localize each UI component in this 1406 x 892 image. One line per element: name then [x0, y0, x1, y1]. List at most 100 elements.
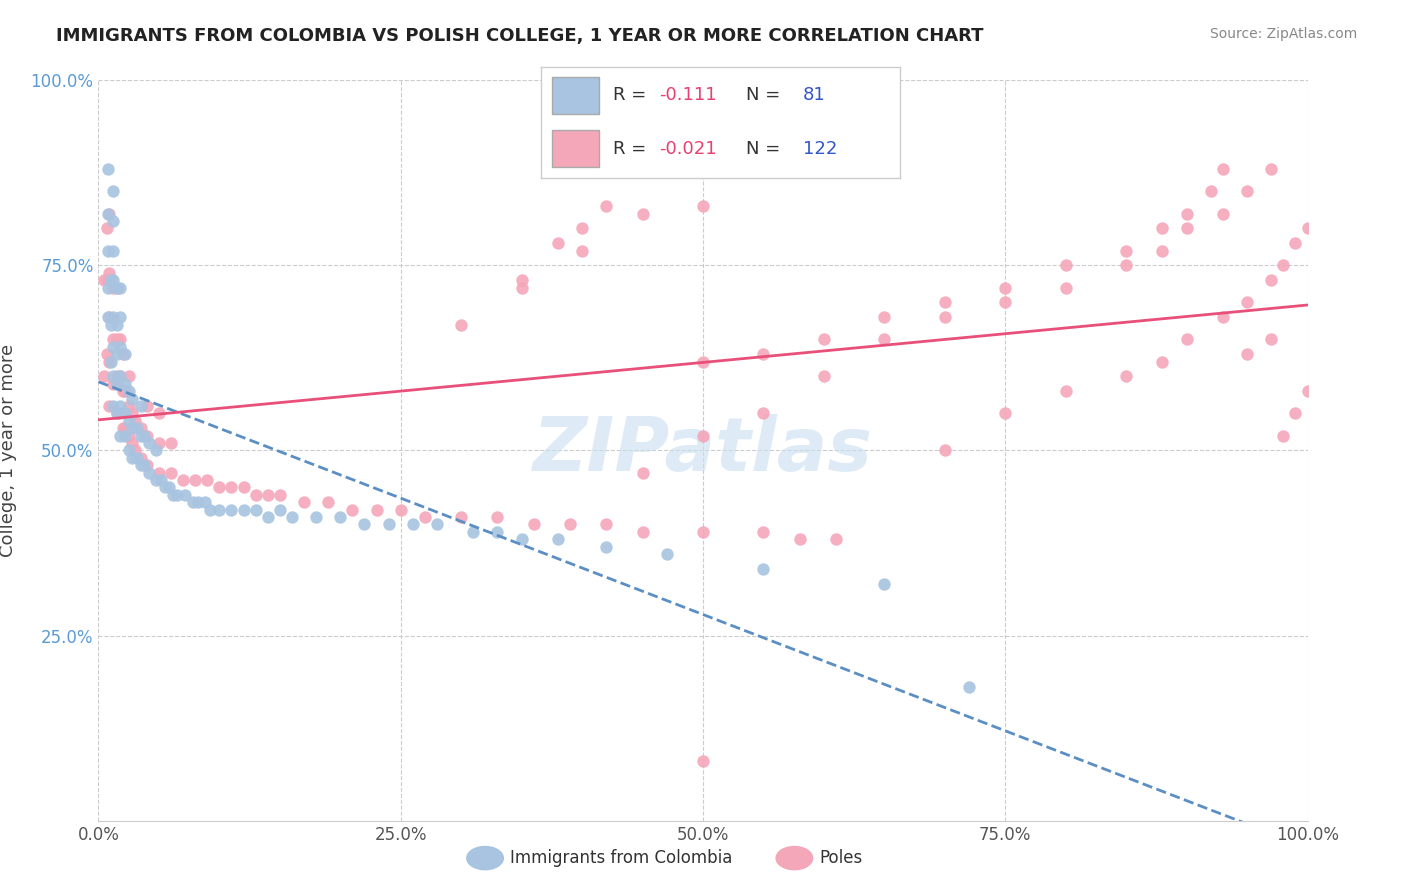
- Point: [256, 488, 278, 502]
- Point: [124, 414, 146, 428]
- Point: [221, 480, 243, 494]
- Point: [157, 480, 180, 494]
- Point: [162, 488, 184, 502]
- Point: [342, 502, 364, 516]
- Point: [118, 428, 141, 442]
- Point: [129, 450, 152, 465]
- Circle shape: [776, 847, 813, 870]
- Point: [873, 576, 896, 591]
- Point: [108, 280, 131, 294]
- Point: [1284, 407, 1306, 421]
- Point: [221, 502, 243, 516]
- Point: [101, 332, 124, 346]
- Point: [111, 421, 134, 435]
- Point: [692, 199, 714, 213]
- Point: [752, 407, 775, 421]
- Text: Poles: Poles: [820, 849, 863, 867]
- Point: [1272, 259, 1295, 273]
- Point: [160, 436, 183, 450]
- Text: -0.021: -0.021: [659, 140, 717, 158]
- Point: [232, 502, 254, 516]
- Point: [127, 421, 149, 435]
- Point: [547, 236, 569, 251]
- Point: [138, 436, 160, 450]
- Point: [98, 354, 121, 368]
- Point: [174, 488, 197, 502]
- Point: [129, 458, 152, 473]
- Point: [631, 466, 654, 480]
- Point: [108, 369, 131, 384]
- Point: [101, 340, 124, 354]
- Point: [1236, 347, 1258, 361]
- Point: [148, 436, 170, 450]
- Point: [305, 510, 328, 524]
- Point: [98, 206, 121, 220]
- Point: [1236, 184, 1258, 198]
- Point: [413, 510, 436, 524]
- Point: [486, 524, 509, 539]
- Point: [101, 214, 124, 228]
- Point: [1115, 244, 1137, 258]
- Point: [994, 295, 1017, 310]
- Point: [172, 473, 194, 487]
- Point: [187, 495, 209, 509]
- Point: [571, 221, 593, 235]
- Point: [97, 310, 120, 325]
- Point: [105, 407, 128, 421]
- Text: -0.111: -0.111: [659, 87, 717, 104]
- Point: [198, 502, 221, 516]
- Point: [108, 399, 131, 413]
- Point: [595, 199, 617, 213]
- Point: [934, 295, 956, 310]
- Point: [145, 473, 167, 487]
- Point: [101, 273, 124, 287]
- Point: [1054, 259, 1077, 273]
- Point: [121, 392, 143, 406]
- Point: [1175, 206, 1198, 220]
- Point: [148, 407, 170, 421]
- Text: Immigrants from Colombia: Immigrants from Colombia: [510, 849, 733, 867]
- Point: [105, 369, 128, 384]
- Point: [121, 421, 143, 435]
- Point: [692, 428, 714, 442]
- Point: [108, 310, 131, 325]
- Point: [153, 480, 176, 494]
- Point: [114, 347, 136, 361]
- Point: [752, 347, 775, 361]
- Point: [353, 517, 375, 532]
- Point: [366, 502, 388, 516]
- Point: [752, 562, 775, 576]
- Point: [486, 510, 509, 524]
- Point: [114, 428, 136, 442]
- Point: [127, 450, 149, 465]
- Text: N =: N =: [745, 87, 786, 104]
- Point: [292, 495, 315, 509]
- Point: [558, 517, 581, 532]
- Circle shape: [467, 847, 503, 870]
- Point: [631, 206, 654, 220]
- Text: R =: R =: [613, 87, 652, 104]
- Point: [93, 273, 115, 287]
- Point: [114, 407, 136, 421]
- Point: [208, 480, 231, 494]
- Point: [111, 347, 134, 361]
- Point: [114, 421, 136, 435]
- Point: [813, 332, 835, 346]
- Point: [118, 414, 141, 428]
- Point: [134, 458, 156, 473]
- Point: [571, 244, 593, 258]
- Point: [1115, 259, 1137, 273]
- Point: [450, 318, 472, 332]
- Point: [1272, 428, 1295, 442]
- Point: [101, 399, 124, 413]
- Point: [1054, 384, 1077, 399]
- Point: [402, 517, 425, 532]
- Bar: [553, 77, 599, 114]
- Point: [100, 273, 122, 287]
- Point: [1284, 236, 1306, 251]
- Point: [135, 428, 157, 442]
- Point: [957, 681, 980, 695]
- Point: [245, 488, 267, 502]
- Point: [96, 221, 118, 235]
- Point: [96, 273, 118, 287]
